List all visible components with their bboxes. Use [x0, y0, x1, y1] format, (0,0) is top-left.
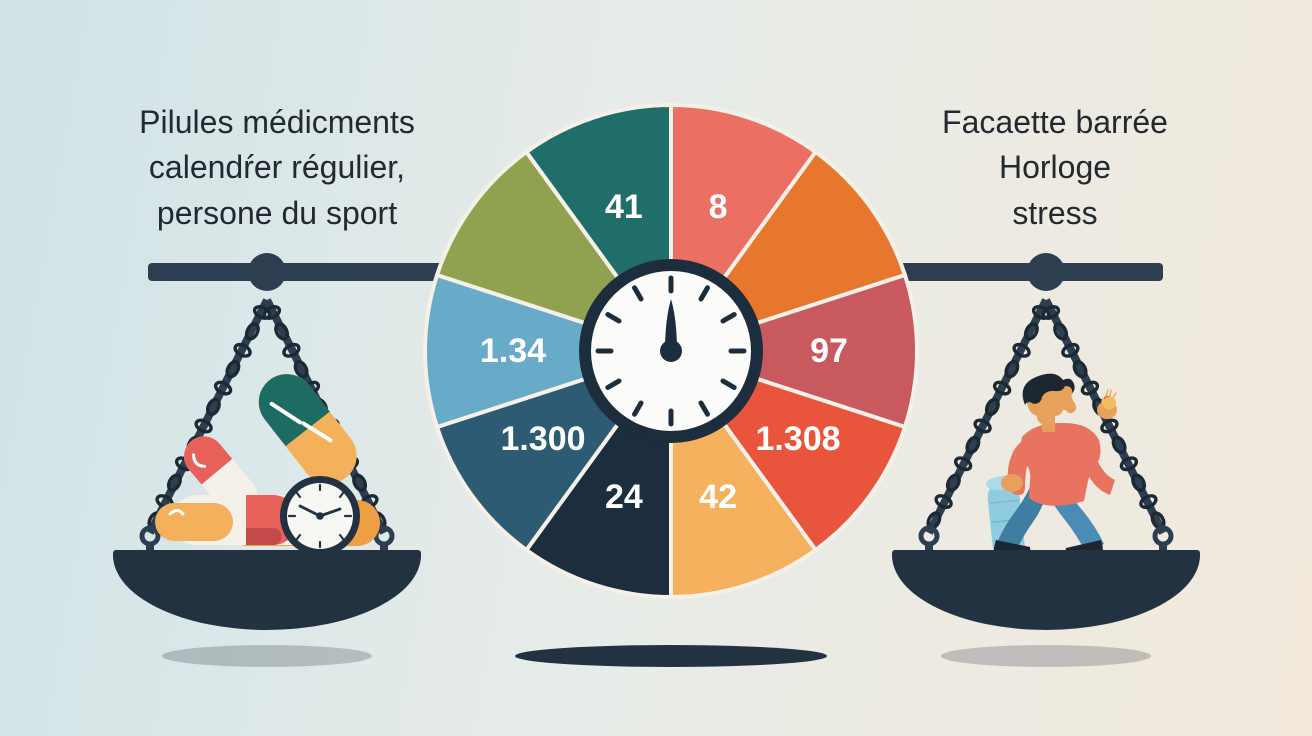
svg-text:1.308: 1.308: [755, 420, 840, 458]
svg-text:24: 24: [605, 478, 643, 516]
svg-text:97: 97: [810, 332, 848, 370]
svg-text:1.34: 1.34: [480, 332, 546, 370]
svg-text:42: 42: [699, 478, 737, 516]
svg-text:41: 41: [605, 188, 643, 226]
svg-text:1.300: 1.300: [500, 420, 585, 458]
svg-text:8: 8: [709, 188, 728, 226]
